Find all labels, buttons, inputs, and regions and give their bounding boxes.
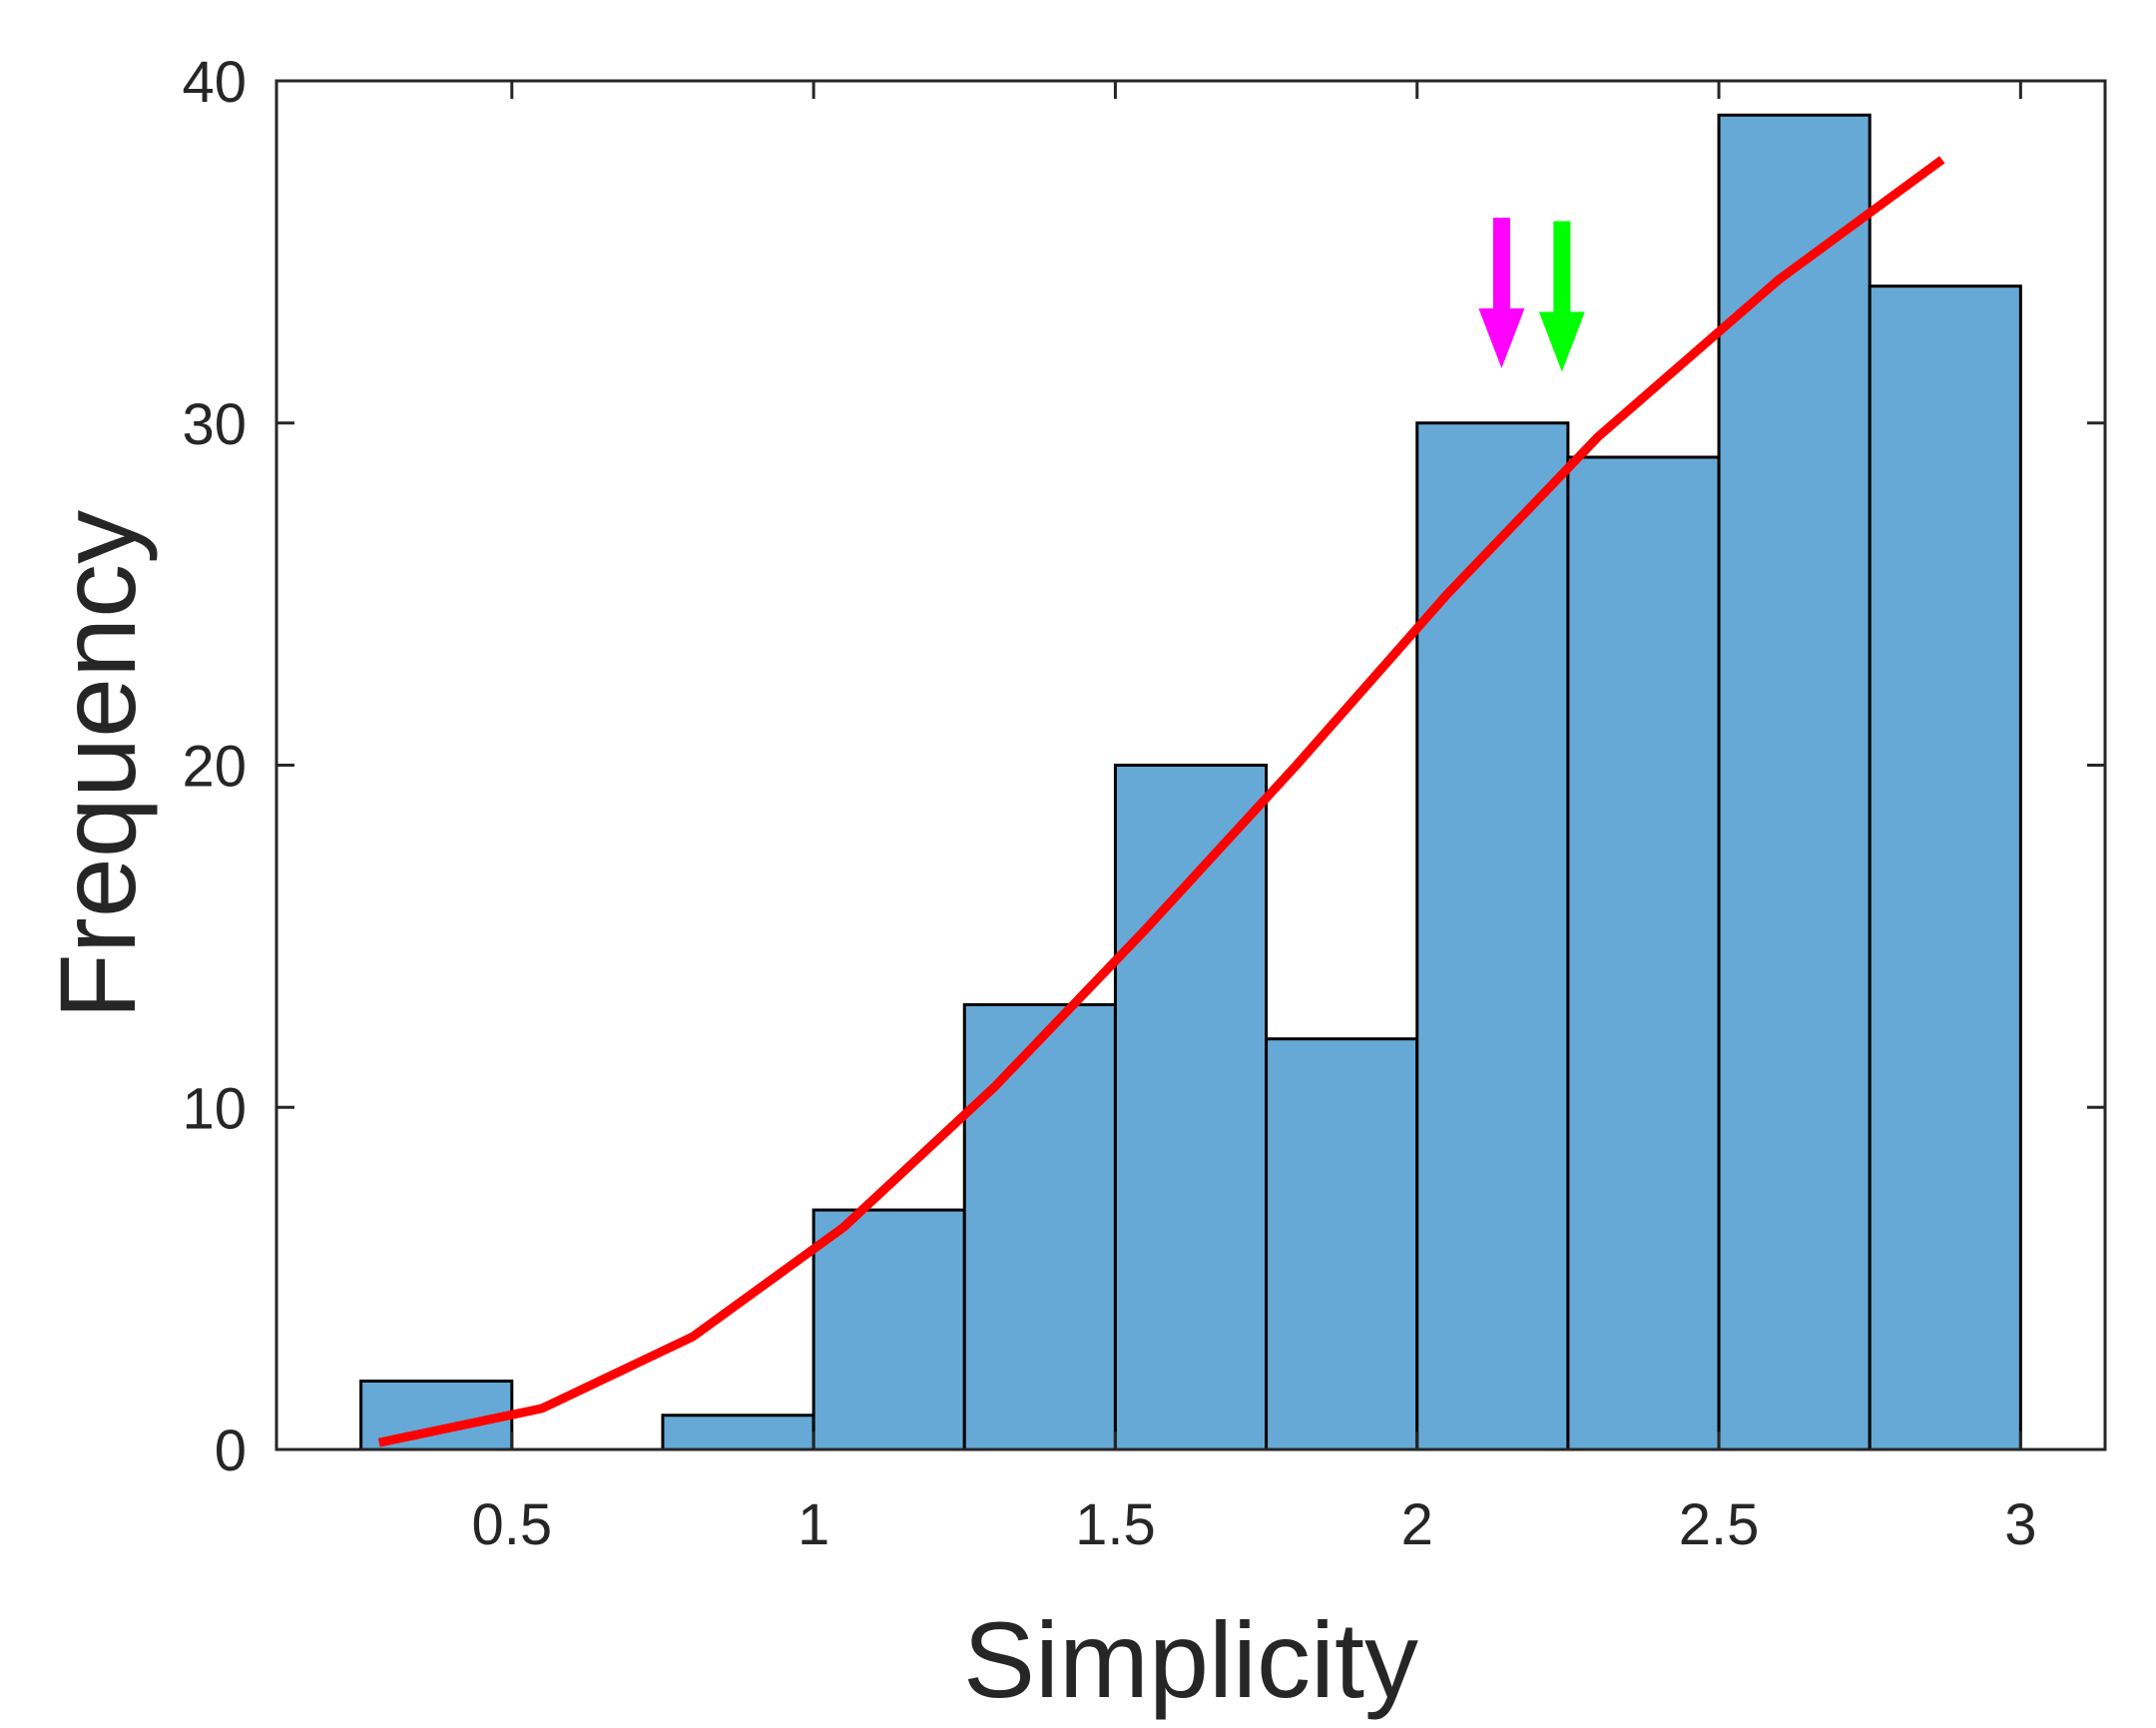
y-tick-label: 0 [215, 1419, 247, 1483]
fit-curve-line [377, 156, 1945, 1447]
x-tick-label: 2 [1401, 1492, 1433, 1557]
y-tick-label: 40 [182, 50, 247, 115]
x-tick-label: 1 [798, 1492, 829, 1557]
histogram-bar [1113, 764, 1269, 1451]
green-arrow-icon [1538, 221, 1585, 372]
fit-curve [377, 156, 1945, 1447]
x-axis-label: Simplicity [963, 1599, 1418, 1720]
histogram-bar [1868, 285, 2022, 1451]
y-tick-label: 30 [182, 392, 247, 457]
y-axis-label: Frequency [37, 510, 158, 1019]
x-tick-label: 1.5 [1075, 1492, 1156, 1557]
y-tick-label: 20 [182, 735, 247, 800]
histogram-bars [359, 113, 2022, 1451]
x-tick-label: 2.5 [1679, 1492, 1760, 1557]
annotation-arrows [1478, 218, 1585, 372]
histogram-bar [1265, 1037, 1419, 1451]
histogram-bar [962, 1002, 1117, 1451]
x-tick-label: 0.5 [471, 1492, 552, 1557]
histogram-bar [811, 1208, 966, 1451]
x-tick-label: 3 [2004, 1492, 2036, 1557]
histogram-bar [661, 1414, 815, 1451]
histogram-bar [1415, 421, 1570, 1451]
y-tick-label: 10 [182, 1076, 247, 1141]
magenta-arrow-icon [1478, 218, 1525, 368]
x-axis-ticks: 0.5 1 1.5 2 2.5 3 [471, 81, 2036, 1557]
histogram-bar [1566, 455, 1721, 1451]
y-axis-ticks: 0 10 20 30 40 [182, 50, 2105, 1483]
histogram-bar [1717, 113, 1872, 1451]
